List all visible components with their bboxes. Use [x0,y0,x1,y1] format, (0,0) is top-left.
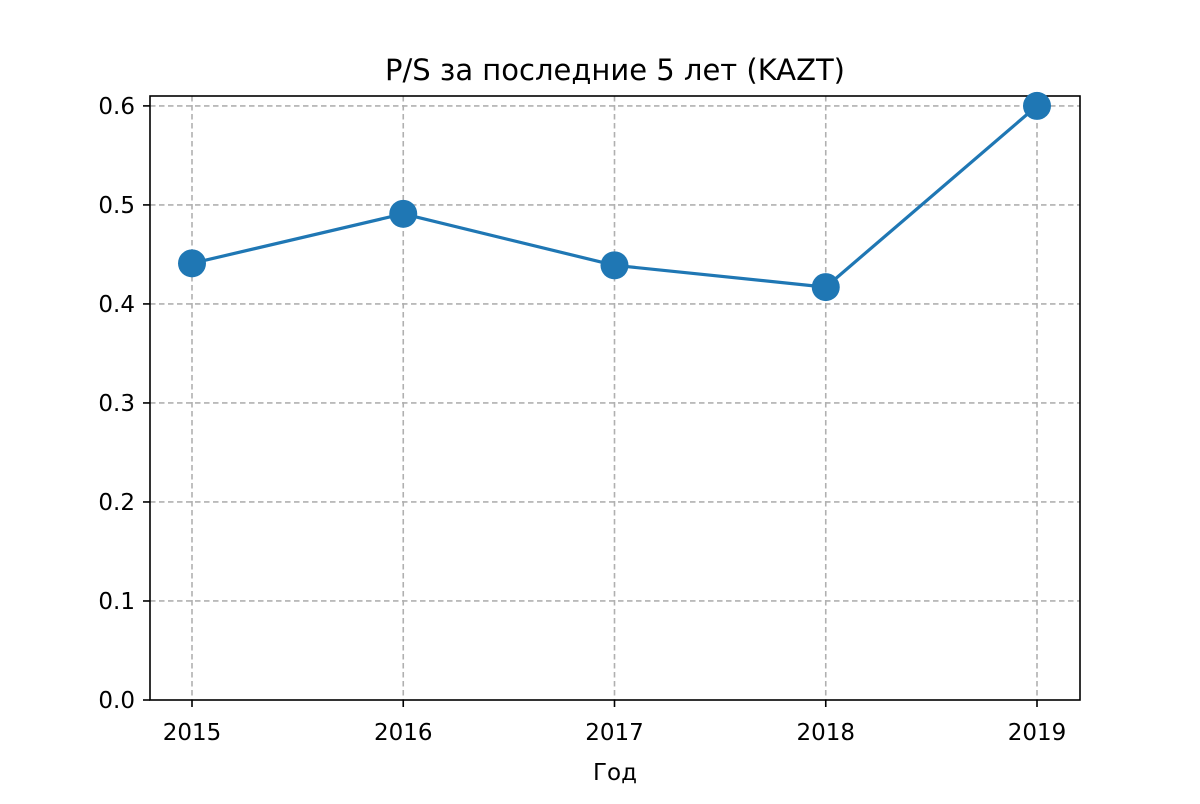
x-tick-label: 2017 [585,720,644,746]
x-tick-label: 2018 [796,720,855,746]
axis-ticks: 2015 2016 2017 2018 2019 0.0 0.1 0.2 0.3 0.4 0.5 0.… [98,94,1066,746]
data-point-2016 [389,199,418,228]
data-point-2017 [600,251,629,280]
data-point-2015 [178,249,206,278]
data-point-2019 [1023,91,1051,120]
grid-lines [150,96,1080,700]
chart-title: P/S за последние 5 лет (KAZT) [385,53,845,87]
y-tick-label: 0.4 [98,292,135,318]
x-tick-label: 2016 [374,720,433,746]
x-tick-label: 2019 [1008,720,1067,746]
y-tick-label: 0.0 [98,688,135,714]
series-group [178,91,1051,302]
y-tick-label: 0.5 [98,193,135,219]
y-tick-label: 0.2 [98,490,135,516]
x-axis-label: Год [593,760,637,786]
y-tick-label: 0.6 [98,94,135,120]
x-tick-label: 2015 [163,720,222,746]
y-tick-label: 0.1 [98,589,135,615]
plot-area-frame [149,95,1081,701]
y-tick-label: 0.3 [98,391,135,417]
data-point-2018 [811,273,840,302]
